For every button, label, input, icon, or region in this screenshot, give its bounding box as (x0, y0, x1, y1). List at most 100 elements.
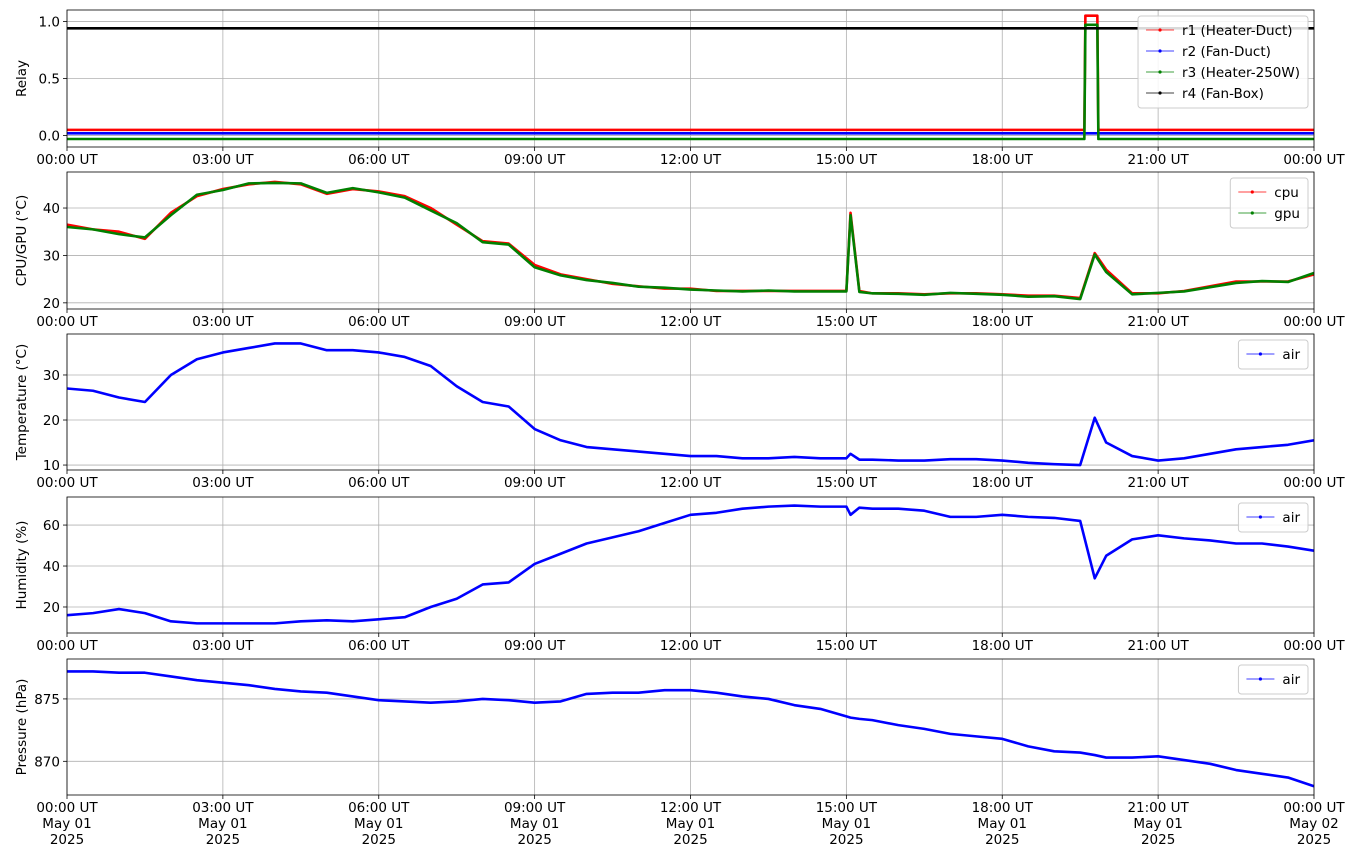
legend-marker (1258, 352, 1263, 356)
y-axis-label: Pressure (hPa) (14, 679, 30, 776)
plot-area (67, 342, 1314, 467)
axes-frame (66, 171, 1315, 310)
y-tick-label: 0.5 (39, 72, 60, 88)
x-tick-label: 09:00 UT (503, 152, 566, 168)
x-tick-label: 00:00 UT (1283, 638, 1345, 654)
y-tick-label: 30 (43, 368, 60, 384)
x-tick-label: 21:00 UT (1127, 475, 1189, 491)
x-tick-label: 15:00 UT (815, 638, 878, 654)
y-tick-label: 30 (43, 248, 60, 264)
x-tick-label: 03:00 UT (192, 638, 254, 654)
x-tick-label: 00:00 UT May 02 2025 (1283, 800, 1345, 848)
plot-area (67, 14, 1314, 141)
legend-marker (1258, 515, 1263, 519)
legend-label: air (1282, 347, 1300, 363)
x-tick-label: 21:00 UT May 01 2025 (1127, 800, 1189, 848)
legend-box (1229, 177, 1309, 229)
y-axis-label: Relay (14, 60, 30, 97)
y-tick-label: 20 (43, 600, 60, 616)
x-tick-label: 06:00 UT (348, 152, 410, 168)
x-tick-label: 00:00 UT (1283, 475, 1345, 491)
x-tick-label: 21:00 UT (1127, 638, 1189, 654)
legend: cpu gpu (1229, 177, 1309, 229)
y-tick-label: 0.0 (39, 129, 60, 145)
x-tick-label: 18:00 UT (971, 475, 1033, 491)
x-tick-label: 03:00 UT (192, 152, 254, 168)
series-line (67, 670, 1314, 788)
x-tick-label: 00:00 UT (1283, 152, 1345, 168)
series-line (67, 23, 1314, 141)
plot-area (67, 670, 1314, 788)
y-axis-label: CPU/GPU (°C) (14, 195, 30, 286)
y-axis-label: Humidity (%) (14, 521, 30, 610)
x-tick-label: 18:00 UT (971, 638, 1033, 654)
x-tick-label: 15:00 UT (815, 314, 878, 330)
x-tick-label: 00:00 UT (1283, 314, 1345, 330)
plot-area (67, 504, 1314, 625)
y-tick-label: 40 (43, 559, 60, 575)
x-tick-label: 12:00 UT May 01 2025 (659, 800, 722, 848)
y-tick-label: 875 (34, 692, 60, 708)
x-tick-label: 15:00 UT May 01 2025 (815, 800, 878, 848)
legend-box (1137, 15, 1309, 109)
x-tick-label: 06:00 UT (348, 314, 410, 330)
legend-marker (1158, 28, 1162, 32)
x-tick-label: 00:00 UT (36, 314, 98, 330)
y-tick-label: 20 (43, 296, 60, 312)
x-tick-label: 03:00 UT May 01 2025 (192, 800, 254, 848)
y-tick-label: 40 (43, 201, 60, 217)
y-tick-label: 870 (34, 754, 60, 770)
y-axis-label: Temperature (°C) (14, 344, 30, 462)
series-line (67, 181, 1314, 301)
x-tick-label: 03:00 UT (192, 314, 254, 330)
legend-box (1237, 664, 1309, 695)
x-tick-label: 18:00 UT May 01 2025 (971, 800, 1033, 848)
x-tick-label: 21:00 UT (1127, 152, 1189, 168)
legend-marker (1250, 211, 1254, 215)
legend: air (1237, 339, 1309, 370)
x-tick-label: 09:00 UT (503, 638, 566, 654)
legend-label: cpu (1274, 185, 1299, 201)
x-tick-label: 09:00 UT May 01 2025 (503, 800, 566, 848)
legend-label: r4 (Fan-Box) (1182, 86, 1264, 102)
x-tick-label: 12:00 UT (659, 638, 722, 654)
legend-marker (1250, 190, 1254, 194)
legend-marker (1158, 49, 1162, 53)
x-tick-label: 12:00 UT (659, 475, 722, 491)
x-tick-label: 18:00 UT (971, 152, 1033, 168)
x-tick-label: 12:00 UT (659, 152, 722, 168)
y-tick-label: 20 (43, 413, 60, 429)
axes-frame (66, 9, 1315, 148)
x-tick-label: 06:00 UT May 01 2025 (348, 800, 410, 848)
x-tick-label: 09:00 UT (503, 314, 566, 330)
x-tick-label: 00:00 UT (36, 152, 98, 168)
legend-label: air (1282, 510, 1300, 526)
legend: air (1237, 502, 1309, 533)
x-tick-label: 15:00 UT (815, 475, 878, 491)
legend-label: r1 (Heater-Duct) (1182, 23, 1293, 39)
x-tick-label: 00:00 UT (36, 475, 98, 491)
legend-box (1237, 502, 1309, 533)
legend: r1 (Heater-Duct) r2 (Fan-Duct) r3 (Heater-… (1137, 15, 1309, 109)
series-line (67, 14, 1314, 132)
legend-label: r2 (Fan-Duct) (1182, 44, 1271, 60)
x-tick-label: 12:00 UT (659, 314, 722, 330)
legend-label: air (1282, 672, 1300, 688)
legend-marker (1258, 677, 1263, 681)
x-tick-label: 06:00 UT (348, 638, 410, 654)
x-tick-label: 09:00 UT (503, 475, 566, 491)
x-tick-label: 21:00 UT (1127, 314, 1189, 330)
x-tick-label: 06:00 UT (348, 475, 410, 491)
axes-frame (66, 658, 1315, 796)
x-tick-label: 00:00 UT May 01 2025 (36, 800, 98, 848)
x-tick-label: 00:00 UT (36, 638, 98, 654)
legend-label: gpu (1274, 206, 1300, 222)
legend-marker (1158, 70, 1162, 74)
y-tick-label: 1.0 (39, 14, 60, 30)
legend-box (1237, 339, 1309, 370)
legend-label: r3 (Heater-250W) (1182, 65, 1300, 81)
series-line (67, 342, 1314, 467)
axes-frame (66, 333, 1315, 471)
x-tick-label: 15:00 UT (815, 152, 878, 168)
